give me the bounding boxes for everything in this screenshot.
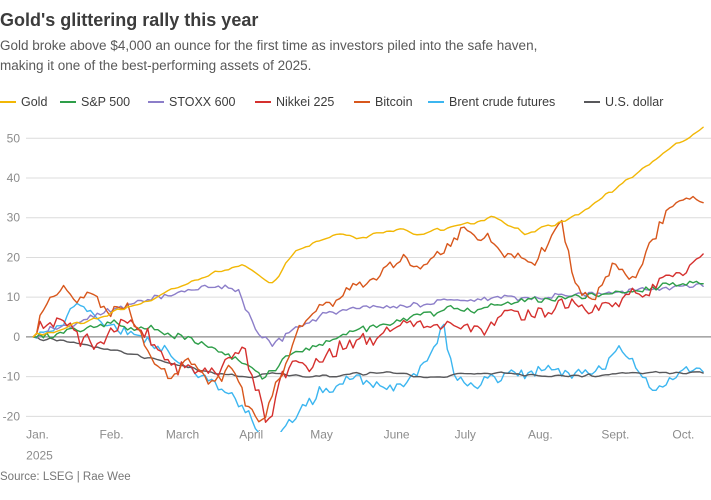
svg-text:50: 50 <box>7 131 21 145</box>
svg-text:Jan.: Jan. <box>26 427 49 441</box>
svg-text:Feb.: Feb. <box>100 427 124 441</box>
svg-text:March: March <box>166 427 199 441</box>
svg-text:Sept.: Sept. <box>601 427 629 441</box>
svg-text:40: 40 <box>7 171 21 185</box>
svg-text:10: 10 <box>7 290 21 304</box>
svg-text:-10: -10 <box>3 370 21 384</box>
svg-text:20: 20 <box>7 250 21 264</box>
svg-text:July: July <box>455 427 476 441</box>
svg-text:0: 0 <box>13 330 20 344</box>
svg-text:May: May <box>310 427 333 441</box>
svg-text:Oct.: Oct. <box>672 427 694 441</box>
svg-text:-20: -20 <box>3 409 21 423</box>
svg-text:April: April <box>239 427 263 441</box>
svg-text:Aug.: Aug. <box>528 427 553 441</box>
svg-text:30: 30 <box>7 211 21 225</box>
svg-text:June: June <box>384 427 410 441</box>
svg-text:2025: 2025 <box>26 448 53 462</box>
